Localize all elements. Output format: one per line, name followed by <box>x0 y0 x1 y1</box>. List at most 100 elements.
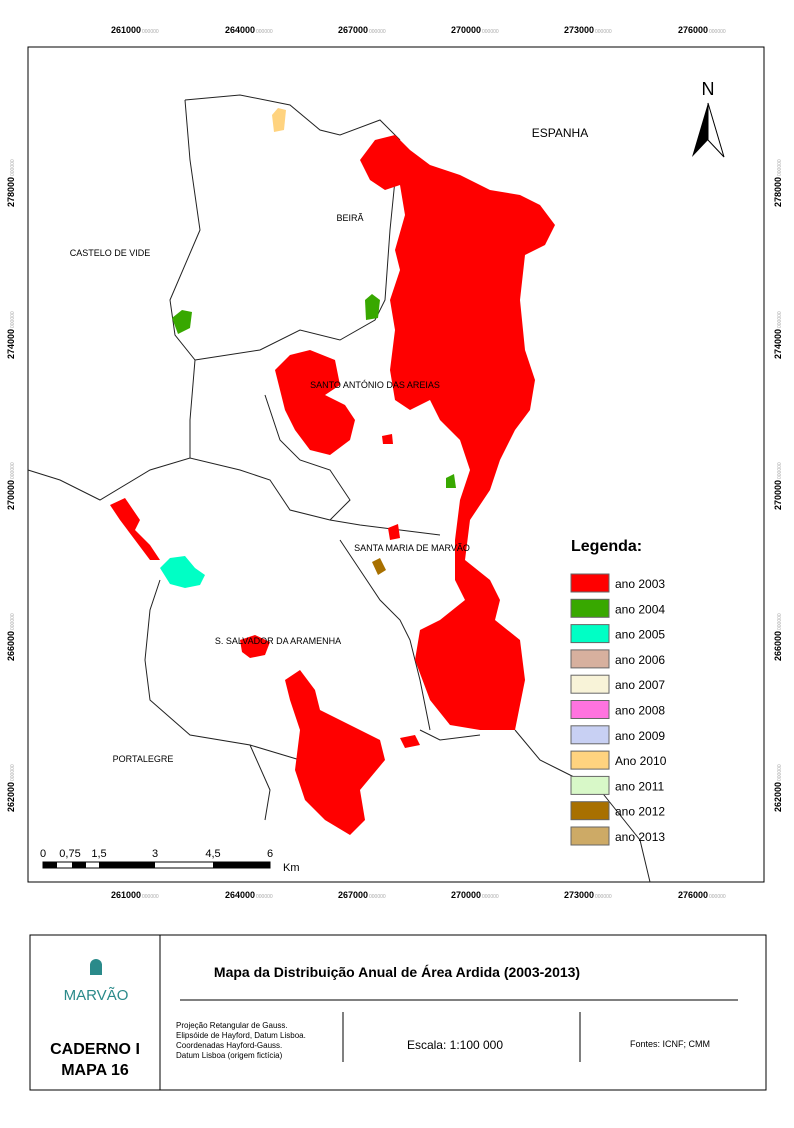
y-coord-label: 274000 <box>773 329 783 359</box>
x-coord-label: 264000 <box>225 890 255 900</box>
burned-area <box>275 350 355 455</box>
coord-suffix: 000000 <box>709 29 726 35</box>
burned-area <box>388 524 400 540</box>
legend-label: Ano 2010 <box>615 754 667 768</box>
y-coord-label: 270000 <box>6 480 16 510</box>
legend-swatch <box>570 725 610 745</box>
burned-area <box>160 556 205 588</box>
legend-label: ano 2011 <box>615 779 664 793</box>
coord-suffix: 000000 <box>595 29 612 35</box>
legend-label: ano 2008 <box>615 704 665 718</box>
y-coord-label: 278000 <box>773 177 783 207</box>
sources: Fontes: ICNF; CMM <box>630 1039 710 1049</box>
burned-area <box>372 558 386 575</box>
scale-bar <box>42 861 271 869</box>
map-title: Mapa da Distribuição Anual de Área Ardid… <box>214 964 580 980</box>
coord-suffix: 000000 <box>777 764 783 781</box>
coord-suffix: 000000 <box>482 894 499 900</box>
legend-swatch <box>570 826 610 846</box>
burned-area <box>400 735 420 748</box>
x-coord-label: 261000 <box>111 890 141 900</box>
x-coord-label: 261000 <box>111 25 141 35</box>
x-coord-label: 270000 <box>451 25 481 35</box>
place-label: CASTELO DE VIDE <box>70 248 151 258</box>
burned-area <box>360 135 555 730</box>
legend-label: ano 2003 <box>615 577 665 591</box>
coord-suffix: 000000 <box>10 764 16 781</box>
legend-swatch <box>570 573 610 593</box>
place-label: SANTO ANTÓNIO DAS AREIAS <box>310 380 440 390</box>
legend-label: ano 2004 <box>615 602 665 616</box>
place-label: BEIRÃ <box>336 213 363 223</box>
y-coord-label: 266000 <box>773 631 783 661</box>
legend-swatch <box>570 674 610 694</box>
scale-tick: 4,5 <box>205 848 220 860</box>
place-label: S. SALVADOR DA ARAMENHA <box>215 636 341 646</box>
coord-suffix: 000000 <box>10 613 16 630</box>
north-label: N <box>702 79 715 99</box>
legend-swatch <box>570 775 610 795</box>
coord-suffix: 000000 <box>777 462 783 479</box>
scale-tick: 0,75 <box>59 848 80 860</box>
place-label: PORTALEGRE <box>113 754 174 764</box>
y-coord-label: 266000 <box>6 631 16 661</box>
legend-swatch <box>570 801 610 821</box>
coord-suffix: 000000 <box>595 894 612 900</box>
north-arrow <box>692 102 725 158</box>
burned-area <box>272 108 286 132</box>
coord-suffix: 000000 <box>777 159 783 176</box>
projection-line: Elipsóide de Hayford, Datum Lisboa. <box>176 1031 306 1040</box>
scale-tick: 0 <box>40 848 46 860</box>
burned-area <box>110 498 160 560</box>
coord-suffix: 000000 <box>256 894 273 900</box>
x-coord-label: 273000 <box>564 25 594 35</box>
coord-suffix: 000000 <box>777 613 783 630</box>
y-coord-label: 270000 <box>773 480 783 510</box>
scale-unit: Km <box>283 862 300 874</box>
legend-swatch <box>570 649 610 669</box>
legend-label: ano 2005 <box>615 628 665 642</box>
scale-text: Escala: 1:100 000 <box>407 1038 503 1052</box>
coord-suffix: 000000 <box>482 29 499 35</box>
legend-swatch <box>570 700 610 719</box>
coord-suffix: 000000 <box>10 159 16 176</box>
legend-title: Legenda: <box>571 538 642 555</box>
logo-icon <box>90 959 102 975</box>
burned-area <box>172 310 192 334</box>
scale-tick: 1,5 <box>91 848 106 860</box>
place-label: ESPANHA <box>532 126 588 140</box>
x-coord-label: 264000 <box>225 25 255 35</box>
coord-suffix: 000000 <box>369 29 386 35</box>
projection-line: Projeção Retangular de Gauss. <box>176 1021 288 1030</box>
logo: MARVÃO <box>64 987 129 1004</box>
projection-line: Datum Lisboa (origem fictícia) <box>176 1051 283 1060</box>
legend-label: ano 2013 <box>615 830 665 844</box>
y-coord-label: 274000 <box>6 329 16 359</box>
y-coord-label: 278000 <box>6 177 16 207</box>
mapa: MAPA 16 <box>61 1062 129 1079</box>
caderno: CADERNO I <box>50 1041 140 1058</box>
coord-suffix: 000000 <box>142 894 159 900</box>
legend-label: ano 2007 <box>615 678 665 692</box>
coord-suffix: 000000 <box>142 29 159 35</box>
coord-suffix: 000000 <box>709 894 726 900</box>
coord-suffix: 000000 <box>10 311 16 328</box>
legend-swatch <box>570 750 610 770</box>
coord-suffix: 000000 <box>369 894 386 900</box>
place-label: SANTA MARIA DE MARVÃO <box>354 543 470 553</box>
burned-area <box>240 635 270 658</box>
x-coord-label: 267000 <box>338 890 368 900</box>
y-coord-label: 262000 <box>6 782 16 812</box>
coord-suffix: 000000 <box>10 462 16 479</box>
burned-areas <box>110 108 555 835</box>
scale-tick: 6 <box>267 848 273 860</box>
burned-area <box>285 670 385 835</box>
